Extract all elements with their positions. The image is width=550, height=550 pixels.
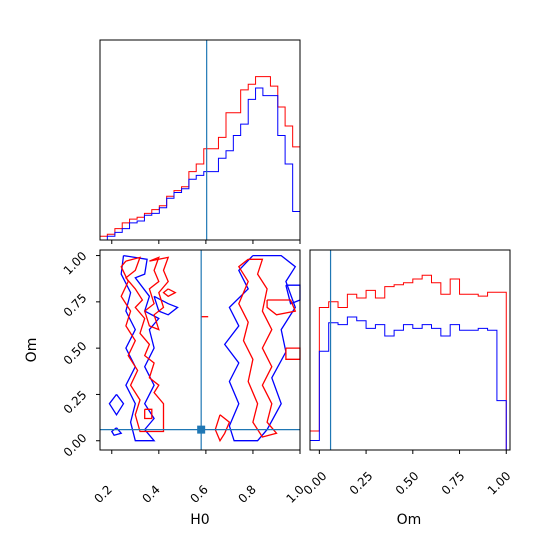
xtick-label-om-4: 1.00 <box>485 469 514 498</box>
xtick-label-om-0: 0.00 <box>301 469 330 498</box>
contour-series-0-3 <box>110 427 123 436</box>
ytick-label-om-0: 0.00 <box>61 431 90 460</box>
ytick-label-om-1: 0.25 <box>61 388 90 417</box>
xtick-label-om-3: 0.75 <box>439 469 468 498</box>
h0-histogram-series-1 <box>100 87 301 241</box>
y-axis-label-om: Om <box>24 338 40 363</box>
contour-series-1-3 <box>162 288 177 298</box>
contour-series-0-0 <box>120 254 160 442</box>
xtick-label-h0-3: 0.8 <box>235 482 258 505</box>
ytick-label-om-4: 1.00 <box>61 249 90 278</box>
om-marginal-frame <box>309 249 511 451</box>
h0-om-joint-panel <box>96 249 301 454</box>
contour-series-1-0 <box>120 256 165 433</box>
xtick-label-h0-1: 0.4 <box>139 482 162 505</box>
contour-series-0-4 <box>223 254 297 442</box>
om-histogram-series-0 <box>309 274 507 450</box>
xtick-label-om-1: 0.25 <box>347 469 376 498</box>
om-marginal-panel <box>309 249 511 454</box>
joint-truth-marker <box>197 425 206 434</box>
contour-series-1-4 <box>237 258 278 438</box>
ytick-label-om-2: 0.50 <box>61 339 90 368</box>
xtick-label-h0-2: 0.6 <box>187 482 210 505</box>
h0-marginal-panel <box>99 39 301 244</box>
x-axis-label-h0: H0 <box>190 512 209 528</box>
joint-frame <box>99 249 301 451</box>
contour-series-1-5 <box>266 299 297 316</box>
h0-histogram-series-0 <box>99 76 301 240</box>
ytick-label-om-3: 0.75 <box>61 291 90 320</box>
contour-series-1-2 <box>144 408 153 420</box>
xtick-label-om-2: 0.50 <box>393 469 422 498</box>
x-axis-label-om: Om <box>397 512 422 528</box>
contour-series-1-7 <box>285 347 301 360</box>
contour-series-0-2 <box>108 394 125 417</box>
contour-series-1-1 <box>143 256 170 331</box>
xtick-label-h0-0: 0.2 <box>91 482 114 505</box>
contour-series-1-6 <box>214 414 231 443</box>
contour-series-0-1 <box>153 295 179 316</box>
om-histogram-series-1 <box>309 316 507 450</box>
h0-marginal-frame <box>99 39 301 241</box>
